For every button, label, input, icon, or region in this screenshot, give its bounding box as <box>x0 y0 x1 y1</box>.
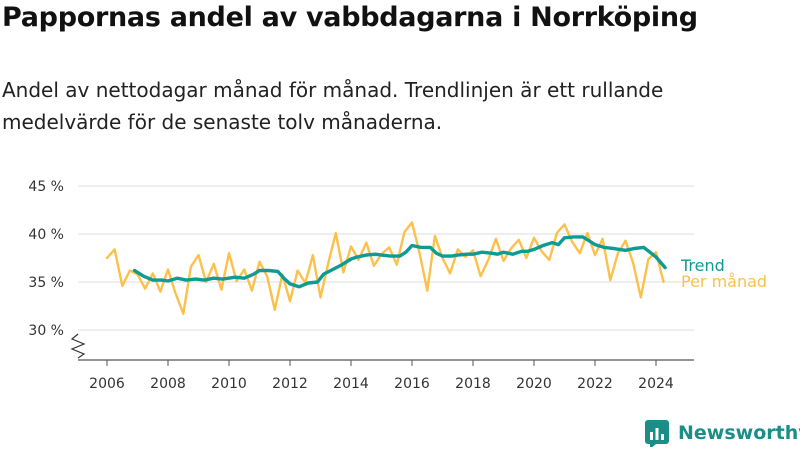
y-tick-label: 30 % <box>28 323 64 339</box>
series-label-trend: Trend <box>680 256 725 275</box>
chart-title: Pappornas andel av vabbdagarna i Norrköp… <box>2 2 698 33</box>
y-tick-label: 35 % <box>28 275 64 291</box>
y-tick-label: 40 % <box>28 227 64 243</box>
x-tick-label: 2010 <box>211 376 247 392</box>
x-tick-label: 2020 <box>516 376 552 392</box>
x-tick-label: 2024 <box>638 376 674 392</box>
chart-subtitle: Andel av nettodagar månad för månad. Tre… <box>2 78 664 134</box>
x-tick-label: 2022 <box>577 376 613 392</box>
brand-logo: Newsworthy <box>644 419 800 447</box>
y-tick-label: 45 % <box>28 179 64 195</box>
x-tick-label: 2006 <box>89 376 125 392</box>
series-label-monthly: Per månad <box>681 272 767 291</box>
x-tick-label: 2018 <box>455 376 491 392</box>
x-tick-label: 2012 <box>272 376 308 392</box>
grid-lines <box>78 185 694 331</box>
series-lines <box>105 221 667 315</box>
y-axis-ticks: 30 % 35 % 40 % 45 % <box>28 179 64 339</box>
brand-name: Newsworthy <box>678 422 800 444</box>
x-tick-label: 2008 <box>150 376 186 392</box>
axis-break-icon <box>70 333 86 359</box>
x-axis: 2006 2008 2010 2012 2014 2016 2018 2020 2022 2024 <box>70 333 694 392</box>
series-line-trend <box>132 235 667 289</box>
x-tick-label: 2014 <box>333 376 369 392</box>
x-tick-label: 2016 <box>394 376 430 392</box>
newsworthy-logo-icon <box>645 420 669 447</box>
